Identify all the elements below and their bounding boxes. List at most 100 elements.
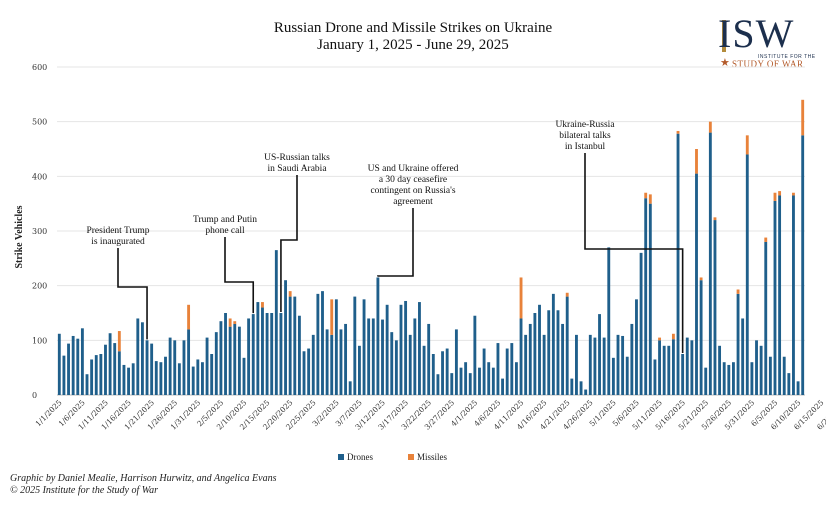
missile-bar: [745, 135, 749, 155]
drone-bar: [787, 373, 791, 395]
y-tick-label: 0: [32, 391, 37, 400]
missile-bar: [187, 304, 191, 330]
subtitle-text: January 1, 2025 - June 29, 2025: [317, 37, 509, 53]
drone-bar: [321, 291, 324, 395]
drone-bar: [611, 357, 615, 395]
drone-bar: [621, 335, 625, 395]
legend-label-drones: Drones: [347, 452, 373, 462]
drone-bar: [579, 381, 583, 395]
missile-bar: [708, 121, 712, 133]
drone-bar: [376, 277, 380, 395]
drone-bar: [681, 354, 685, 395]
drone-bar: [145, 340, 149, 395]
drone-bar: [196, 359, 200, 395]
drone-bar: [104, 344, 107, 395]
y-tick-label: 400: [32, 172, 47, 181]
drone-bar: [759, 345, 763, 395]
drone-bar: [496, 343, 500, 395]
annotation-line: in Istanbul: [565, 142, 606, 152]
drone-bar: [219, 321, 223, 395]
y-tick-label: 300: [32, 227, 47, 236]
drone-bar: [214, 332, 218, 395]
drone-bar: [556, 310, 560, 395]
drone-bar: [136, 318, 140, 395]
missile-bar: [648, 194, 652, 204]
legend-swatch-drones: [338, 454, 344, 460]
missile-bar: [801, 99, 805, 136]
drone-bar: [487, 362, 491, 395]
drone-bar: [302, 351, 306, 395]
drone-bar: [251, 314, 255, 395]
drone-bar: [297, 315, 301, 395]
drone-bar: [616, 334, 620, 395]
drone-bar: [547, 310, 551, 395]
annotation-line: is inaugurated: [91, 237, 145, 247]
drone-bar: [685, 337, 689, 395]
drone-bar: [270, 313, 274, 395]
footer-copyright: © 2025 Institute for the Study of War: [10, 485, 159, 496]
drone-bar: [394, 340, 398, 395]
y-tick-label: 500: [32, 118, 47, 127]
drone-bar: [630, 323, 634, 395]
drone-bar: [62, 355, 66, 395]
drone-bar: [150, 343, 154, 395]
drone-bar: [732, 362, 735, 395]
drone-bar: [210, 354, 214, 395]
drone-bar: [542, 334, 546, 395]
drone-bar: [237, 326, 241, 395]
missile-bar: [764, 237, 768, 242]
title-text: Russian Drone and Missile Strikes on Ukr…: [273, 20, 553, 36]
missile-bar: [330, 299, 334, 335]
missile-bar: [644, 192, 648, 199]
drone-bar: [404, 300, 408, 395]
drone-bar: [159, 362, 163, 395]
drone-bar: [501, 378, 504, 395]
missile-bar: [658, 337, 661, 341]
drone-bar: [358, 345, 361, 395]
drone-bar: [154, 361, 158, 395]
drone-bar: [131, 363, 135, 395]
drone-bar: [699, 280, 703, 395]
annotation-line: phone call: [205, 226, 245, 236]
drone-bar: [625, 356, 629, 395]
missile-bar: [288, 291, 292, 297]
missile-bar: [676, 130, 680, 134]
missile-bar: [671, 333, 675, 340]
drone-bar: [464, 362, 468, 395]
drone-bar: [413, 318, 417, 395]
drone-bar: [653, 359, 657, 395]
missile-bar: [699, 277, 703, 281]
y-tick-label: 100: [32, 336, 47, 345]
drone-bar: [390, 332, 394, 395]
drone-bar: [528, 323, 532, 395]
legend-label-missiles: Missiles: [417, 452, 448, 462]
drone-bar: [510, 343, 514, 395]
drone-bar: [778, 195, 782, 395]
drone-bar: [228, 326, 232, 395]
drone-bar: [745, 154, 749, 395]
annotation-line: agreement: [393, 197, 433, 207]
missile-bar: [736, 289, 740, 294]
drone-bar: [307, 348, 311, 395]
drone-bar: [639, 252, 643, 395]
drone-bar: [108, 333, 112, 395]
missile-bar: [773, 192, 777, 201]
drone-bar: [441, 351, 444, 395]
missile-bar: [228, 318, 232, 327]
drone-bar: [473, 315, 477, 395]
drone-bar: [381, 319, 384, 395]
star-icon: ★: [720, 56, 730, 69]
drone-bar: [261, 307, 264, 395]
drone-bar: [450, 373, 454, 395]
drone-bar: [796, 381, 800, 395]
drone-bar: [293, 296, 297, 395]
footer: Graphic by Daniel Mealie, Harrison Hurwi…: [10, 473, 276, 497]
drone-bar: [67, 343, 70, 395]
drone-bar: [71, 335, 75, 395]
drone-bar: [99, 354, 103, 395]
drone-bar: [718, 345, 722, 395]
drone-bar: [635, 299, 638, 395]
annotation-leader: [377, 208, 414, 277]
drone-bar: [367, 318, 371, 395]
drone-bar: [362, 299, 366, 395]
